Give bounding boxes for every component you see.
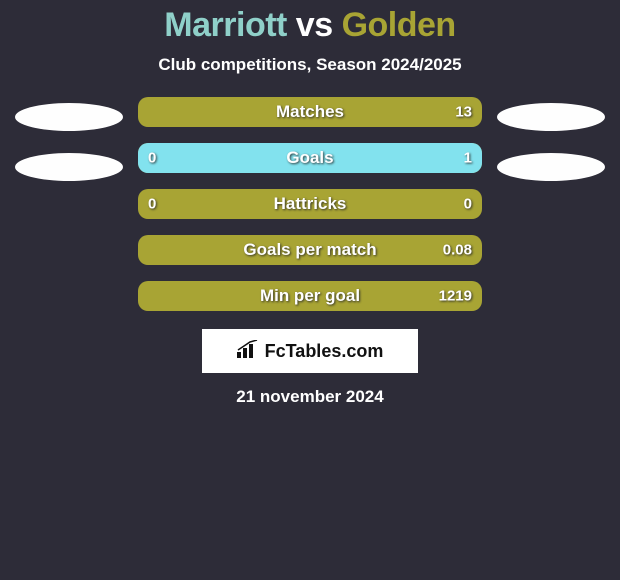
title-vs: vs	[287, 6, 342, 44]
player-oval	[497, 153, 605, 181]
stat-value-right: 0	[464, 196, 472, 213]
stat-label: Goals per match	[243, 240, 376, 260]
stat-value-right: 0.08	[443, 242, 472, 259]
left-player-col	[14, 97, 124, 181]
stat-bar-right-fill	[200, 143, 482, 173]
stat-bars: Matches 13 Goals 0 1 Hattricks 0 0 Goals per mat…	[138, 97, 482, 311]
subtitle: Club competitions, Season 2024/2025	[0, 55, 620, 75]
right-player-col	[496, 97, 606, 181]
stat-row: Goals 0 1	[138, 143, 482, 173]
stat-value-right: 1	[464, 150, 472, 167]
stat-value-right: 13	[455, 104, 472, 121]
stat-label: Matches	[276, 102, 344, 122]
stat-row: Goals per match 0.08	[138, 235, 482, 265]
stat-row: Matches 13	[138, 97, 482, 127]
stat-value-right: 1219	[439, 288, 472, 305]
stat-label: Hattricks	[274, 194, 347, 214]
stats-area: Matches 13 Goals 0 1 Hattricks 0 0 Goals per mat…	[0, 97, 620, 311]
stat-label: Goals	[286, 148, 333, 168]
title-player1: Marriott	[164, 6, 287, 44]
bar-chart-icon	[237, 340, 259, 363]
player-oval	[15, 153, 123, 181]
player-oval	[15, 103, 123, 131]
date-line: 21 november 2024	[0, 387, 620, 407]
stat-row: Min per goal 1219	[138, 281, 482, 311]
brand-text: FcTables.com	[265, 341, 384, 362]
player-oval	[497, 103, 605, 131]
stat-value-left: 0	[148, 150, 156, 167]
stat-value-left: 0	[148, 196, 156, 213]
brand-badge[interactable]: FcTables.com	[202, 329, 418, 373]
stat-label: Min per goal	[260, 286, 360, 306]
page-title: Marriott vs Golden	[0, 6, 620, 45]
stat-row: Hattricks 0 0	[138, 189, 482, 219]
title-player2: Golden	[342, 6, 456, 44]
comparison-card: Marriott vs Golden Club competitions, Se…	[0, 0, 620, 407]
